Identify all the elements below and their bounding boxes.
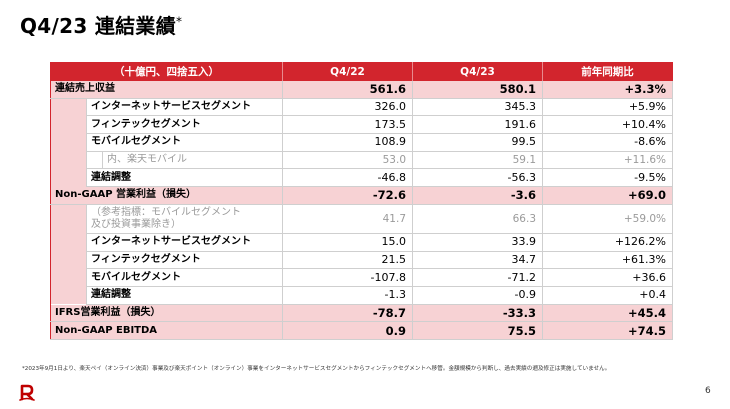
row-label: インターネットサービスセグメント [86,233,284,252]
value-q423: 99.5 [412,133,544,152]
value-q423: -0.9 [412,286,544,305]
value-q423: -71.2 [412,268,544,287]
row-label: IFRS営業利益（損失） [50,304,284,323]
value-yoy: +36.6 [542,268,674,287]
row-indent [50,133,87,152]
table-row: フィンテックセグメント 173.5 191.6 +10.4% [50,115,674,135]
value-q422: 21.5 [282,251,414,270]
value-yoy: -9.5% [542,168,674,188]
header-yoy: 前年同期比 [542,62,673,81]
value-q422: 108.9 [282,133,414,152]
value-q423: 66.3 [412,204,544,234]
row-indent [50,98,87,116]
row-label: 内、楽天モバイル [102,151,284,170]
value-q422: 173.5 [282,115,414,135]
row-label: 連結調整 [86,286,284,305]
row-label: 連結売上収益 [50,81,284,99]
row-label: 連結調整 [86,168,284,188]
table-row: フィンテックセグメント 21.5 34.7 +61.3% [50,251,674,270]
value-q422: -72.6 [282,186,414,205]
header-q422: Q4/22 [282,62,414,81]
value-yoy: +0.4 [542,286,674,305]
table-header-row: （十億円、四捨五入） Q4/22 Q4/23 前年同期比 [50,62,673,81]
row-indent [50,168,87,187]
row-indent [50,115,87,134]
value-yoy: +5.9% [542,98,674,117]
rakuten-r-logo-icon [19,384,35,401]
value-yoy: +74.5 [542,321,674,340]
footnote: *2023年9月1日より、楽天ペイ（オンライン決済）事業及び楽天ポイント（オンラ… [22,366,611,372]
table-row: インターネットサービスセグメント 15.0 33.9 +126.2% [50,233,674,252]
table-row: 連結調整 -46.8 -56.3 -9.5% [50,168,674,188]
table-row: IFRS営業利益（損失） -78.7 -33.3 +45.4 [50,304,674,323]
financial-results-table: （十億円、四捨五入） Q4/22 Q4/23 前年同期比 連結売上収益 561.6… [50,62,674,340]
table-row: Non-GAAP 営業利益（損失） -72.6 -3.6 +69.0 [50,186,674,205]
table-row: インターネットサービスセグメント 326.0 345.3 +5.9% [50,98,674,117]
table-row: 内、楽天モバイル 53.0 59.1 +11.6% [50,151,674,170]
header-unit: （十億円、四捨五入） [50,62,284,81]
value-q422: 561.6 [282,81,414,99]
value-yoy: +61.3% [542,251,674,270]
table-row: 連結調整 -1.3 -0.9 +0.4 [50,286,674,305]
value-yoy: +45.4 [542,304,674,323]
value-yoy: +126.2% [542,233,674,252]
row-label: Non-GAAP EBITDA [50,321,284,340]
value-q422: -1.3 [282,286,414,305]
row-indent [50,251,87,269]
row-indent [50,204,87,234]
row-indent [50,151,87,169]
row-label: フィンテックセグメント [86,115,284,135]
row-label: Non-GAAP 営業利益（損失） [50,186,284,205]
value-q422: 326.0 [282,98,414,117]
header-q423: Q4/23 [412,62,544,81]
row-label: フィンテックセグメント [86,251,284,270]
value-q423: 75.5 [412,321,544,340]
value-yoy: +69.0 [542,186,674,205]
value-q422: -46.8 [282,168,414,188]
page-number: 6 [705,386,711,396]
table-body: 連結売上収益 561.6 580.1 +3.3% インターネットサービスセグメント 326… [50,81,674,340]
value-yoy: +11.6% [542,151,674,170]
table-row: 連結売上収益 561.6 580.1 +3.3% [50,81,674,99]
value-q423: 580.1 [412,81,544,99]
value-q423: 33.9 [412,233,544,252]
value-q423: -3.6 [412,186,544,205]
value-yoy: -8.6% [542,133,674,152]
value-yoy: +10.4% [542,115,674,135]
value-q422: 53.0 [282,151,414,170]
value-yoy: +3.3% [542,81,674,99]
value-q423: 191.6 [412,115,544,135]
value-q423: 34.7 [412,251,544,270]
row-label: （参考指標：モバイルセグメント 及び投資事業除き） [86,204,284,234]
row-indent-2 [86,151,103,170]
value-q423: -56.3 [412,168,544,188]
row-label: モバイルセグメント [86,133,284,152]
value-q423: 59.1 [412,151,544,170]
value-q422: 0.9 [282,321,414,340]
table-row: （参考指標：モバイルセグメント 及び投資事業除き） 41.7 66.3 +59.0% [50,204,674,234]
value-q422: -107.8 [282,268,414,287]
title-footnote-mark: * [176,14,183,29]
row-indent [50,233,87,251]
table-row: モバイルセグメント -107.8 -71.2 +36.6 [50,268,674,287]
value-yoy: +59.0% [542,204,674,234]
value-q423: -33.3 [412,304,544,323]
table-row: モバイルセグメント 108.9 99.5 -8.6% [50,133,674,152]
value-q422: 15.0 [282,233,414,252]
row-label: モバイルセグメント [86,268,284,287]
value-q423: 345.3 [412,98,544,117]
value-q422: -78.7 [282,304,414,323]
page-title: Q4/23 連結業績* [20,10,182,39]
row-label: インターネットサービスセグメント [86,98,284,117]
row-indent [50,268,87,287]
table-row: Non-GAAP EBITDA 0.9 75.5 +74.5 [50,321,674,340]
row-indent [50,286,87,305]
value-q422: 41.7 [282,204,414,234]
page-title-text: Q4/23 連結業績 [20,14,177,38]
